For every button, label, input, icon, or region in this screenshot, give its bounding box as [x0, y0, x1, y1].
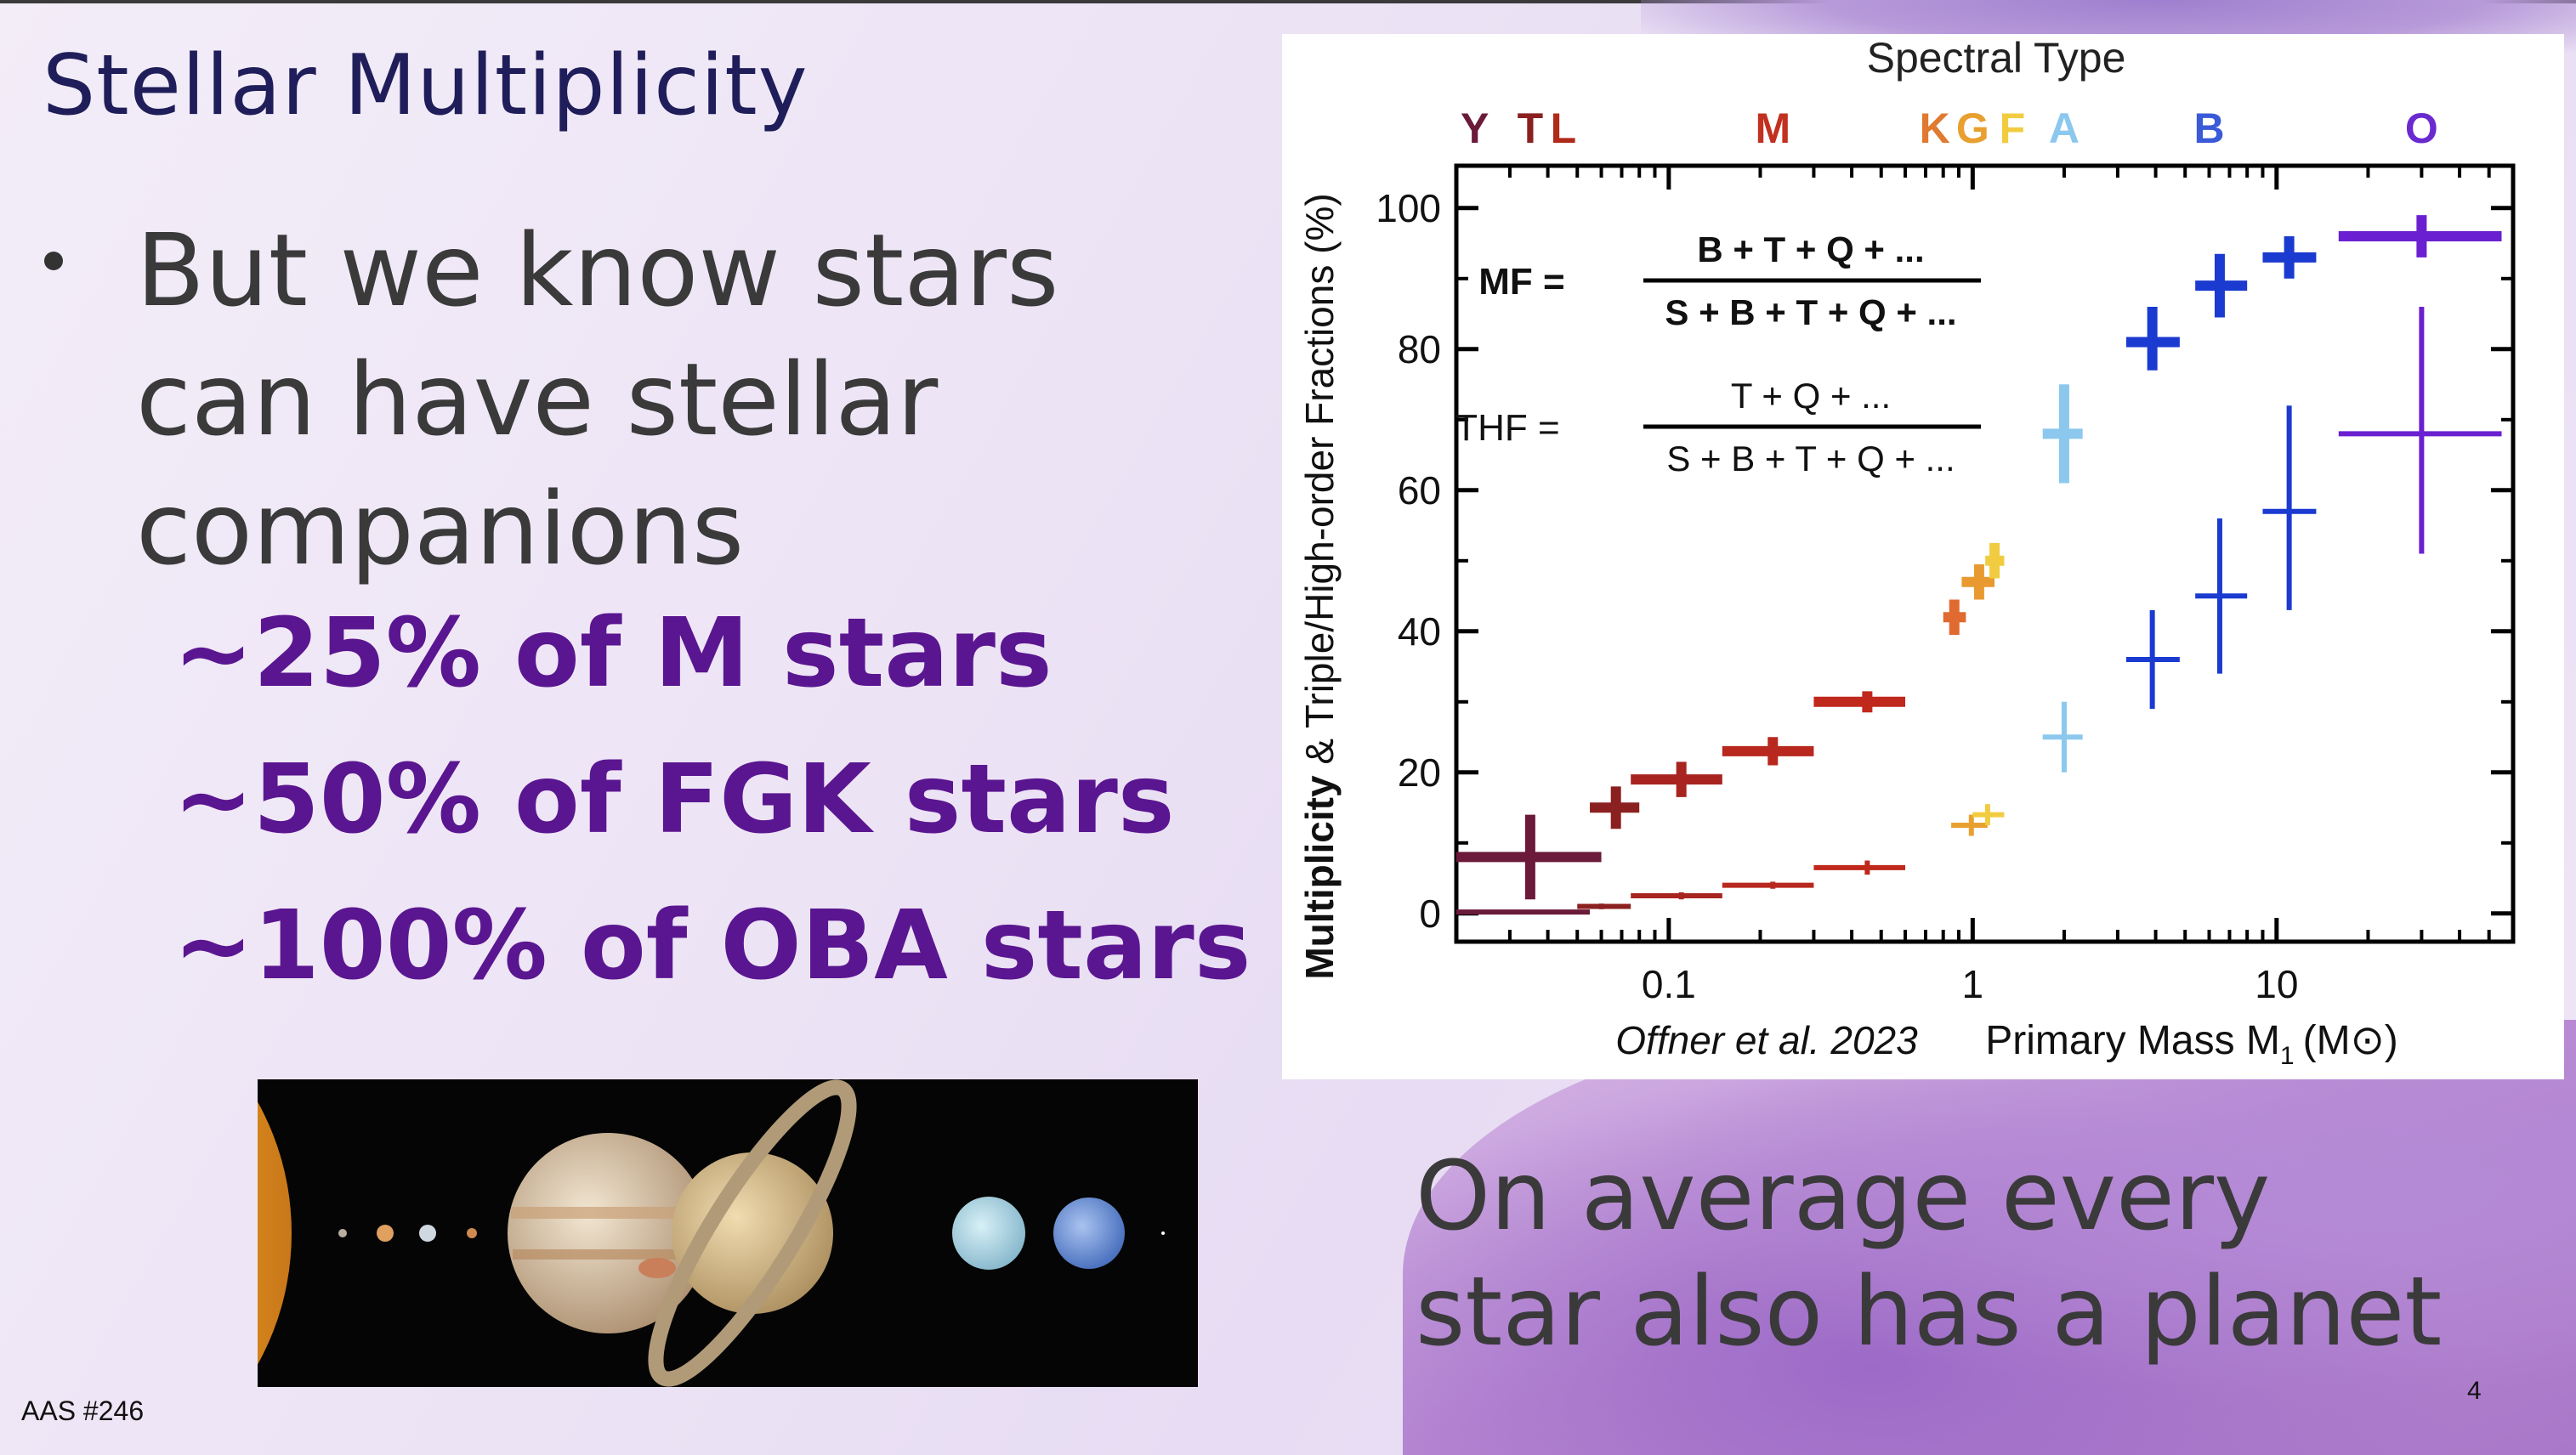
jupiter-spot: [638, 1258, 676, 1278]
earth-shape: [419, 1225, 436, 1242]
y-axis-label-bold: Multiplicity: [1297, 775, 1342, 980]
spectral-type-label: O: [2405, 105, 2438, 152]
data-marks: [1456, 215, 2502, 915]
venus-shape: [377, 1225, 394, 1242]
saturn-rings: [648, 1079, 857, 1387]
x-tick-label: 1: [1962, 962, 1984, 1006]
stat-fgk-stars: ~50% of FGK stars: [173, 744, 1175, 855]
galaxy-background-bottom: [1403, 1020, 2576, 1455]
mf-data-point: [1590, 786, 1640, 829]
mf-data-point: [1985, 543, 2005, 579]
chart-panel: Spectral Type Offner et al. 2023 Primary…: [1282, 34, 2564, 1079]
formula-lhs: MF =: [1478, 261, 1564, 303]
mars-shape: [467, 1228, 477, 1238]
planet-note-line-1: On average every: [1416, 1141, 2271, 1252]
thf-data-point: [2195, 518, 2248, 674]
mf-data-point: [2338, 215, 2502, 258]
thf-data-point: [2338, 307, 2502, 554]
thf-data-point: [1631, 892, 1722, 900]
spectral-type-label: M: [1755, 105, 1790, 152]
x-axis-label-subscript: 1: [2280, 1042, 2295, 1070]
mf-data-point: [1631, 761, 1722, 797]
formula-denominator: S + B + T + Q + ...: [1665, 292, 1956, 332]
citation: Offner et al. 2023: [1615, 1018, 1918, 1062]
x-axis-label-unit: (M⊙): [2303, 1018, 2398, 1063]
mf-data-point: [2195, 253, 2248, 318]
x-tick-label: 10: [2255, 962, 2298, 1006]
thf-data-point: [2262, 405, 2317, 610]
formula-numerator: T + Q + ...: [1731, 376, 1891, 416]
mf-data-point: [1943, 599, 1966, 635]
y-tick-label: 0: [1419, 892, 1441, 936]
mf-data-point: [1813, 691, 1906, 713]
pluto-shape: [1161, 1231, 1165, 1235]
x-tick-label: 0.1: [1642, 962, 1696, 1006]
mf-data-point: [2262, 236, 2317, 279]
spectral-type-label: L: [1551, 105, 1577, 152]
thf-data-point: [1722, 881, 1814, 889]
y-tick-label: 40: [1398, 609, 1441, 654]
planet-note-line-2: star also has a planet: [1416, 1257, 2443, 1367]
neptune-shape: [1053, 1197, 1125, 1269]
stat-m-stars: ~25% of M stars: [173, 598, 1053, 709]
jupiter-shape: [508, 1133, 708, 1333]
formula-numerator: B + T + Q + ...: [1697, 229, 1924, 269]
mf-data-point: [2125, 307, 2180, 371]
plot-frame: [1454, 163, 2516, 944]
mf-data-point: [1456, 814, 1602, 900]
mf-data-point: [1722, 737, 1814, 766]
sun-shape: [258, 1101, 292, 1365]
mf-data-point: [1961, 563, 1995, 600]
mercury-shape: [338, 1229, 347, 1237]
thf-data-point: [1972, 804, 2005, 826]
y-axis-label: Multiplicity & Triple/High-order Fractio…: [1297, 193, 1342, 979]
spectral-type-label: B: [2193, 105, 2224, 152]
spectral-type-label: T: [1518, 105, 1544, 152]
saturn-shape: [672, 1152, 833, 1314]
spectral-type-label: G: [1956, 105, 1989, 152]
y-tick-label: 20: [1398, 750, 1441, 795]
jupiter-band: [513, 1249, 705, 1260]
planets-illustration: [258, 1079, 1165, 1387]
formula-lhs: THF =: [1455, 407, 1559, 449]
spectral-type-label: F: [2000, 105, 2026, 152]
formula-block: MF = B + T + Q + ... S + B + T + Q + ... TH…: [1455, 229, 1981, 478]
top-axis-title: Spectral Type: [1867, 34, 2126, 82]
footer-label: AAS #246: [21, 1396, 145, 1426]
thf-data-point: [1456, 909, 1591, 915]
mf-data-point: [2042, 384, 2083, 484]
page-number: 4: [2467, 1377, 2482, 1405]
thf-data-point: [1813, 860, 1906, 875]
y-tick-label: 100: [1376, 186, 1441, 230]
y-tick-label: 60: [1398, 468, 1441, 512]
thf-data-point: [2125, 609, 2180, 710]
stat-oba-stars: ~100% of OBA stars: [173, 891, 1251, 1001]
spectral-type-label: Y: [1461, 105, 1489, 152]
uranus-shape: [952, 1197, 1025, 1270]
formula-denominator: S + B + T + Q + ...: [1666, 439, 1955, 478]
slide-title: Stellar Multiplicity: [43, 37, 809, 134]
top-border: [0, 0, 2576, 3]
solar-system-image: [258, 1079, 1198, 1387]
multiplicity-chart: Spectral Type Offner et al. 2023 Primary…: [1297, 34, 2516, 1070]
thf-data-point: [2042, 701, 2083, 773]
bullet-text: But we know stars can have stellar compa…: [136, 212, 1059, 587]
jupiter-band: [511, 1207, 706, 1219]
y-axis-label-rest: & Triple/High-order Fractions (%): [1297, 193, 1342, 775]
x-axis-label-main: Primary Mass M: [1985, 1018, 2280, 1063]
planet-note: On average every star also has a planet: [1416, 1139, 2442, 1370]
spectral-type-label: A: [2049, 105, 2080, 152]
thf-data-point: [1951, 814, 1988, 836]
spectral-type-label: K: [1920, 105, 1950, 152]
x-axis-label: Primary Mass M1 (M⊙): [1985, 1018, 2398, 1070]
thf-data-point: [1577, 903, 1631, 909]
bullet-icon: [44, 252, 63, 270]
y-tick-label: 80: [1398, 327, 1441, 371]
axis-ticks: 0 20 40 60 80 100 0.1 1 10: [1376, 166, 2515, 1006]
